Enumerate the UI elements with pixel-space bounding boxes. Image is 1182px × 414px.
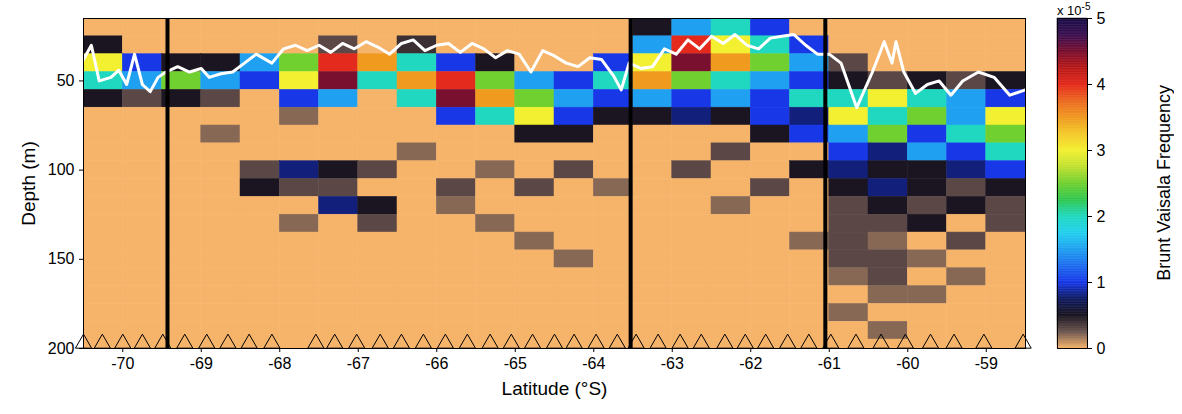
svg-text:5: 5 <box>1097 10 1106 27</box>
svg-text:-63: -63 <box>661 355 684 372</box>
svg-text:4: 4 <box>1097 76 1106 93</box>
svg-text:-64: -64 <box>582 355 605 372</box>
svg-text:2: 2 <box>1097 208 1106 225</box>
svg-text:100: 100 <box>48 161 75 178</box>
svg-text:-70: -70 <box>111 355 134 372</box>
svg-text:150: 150 <box>48 250 75 267</box>
svg-text:200: 200 <box>48 340 75 357</box>
svg-text:Depth (m): Depth (m) <box>18 141 39 225</box>
svg-text:-68: -68 <box>268 355 291 372</box>
svg-text:-69: -69 <box>190 355 213 372</box>
svg-text:-60: -60 <box>896 355 919 372</box>
svg-text:3: 3 <box>1097 142 1106 159</box>
svg-text:50: 50 <box>57 72 75 89</box>
svg-text:-66: -66 <box>425 355 448 372</box>
svg-text:Latitude (°S): Latitude (°S) <box>502 378 608 399</box>
svg-text:-62: -62 <box>739 355 762 372</box>
svg-text:0: 0 <box>1097 340 1106 357</box>
svg-text:-67: -67 <box>347 355 370 372</box>
svg-text:1: 1 <box>1097 274 1106 291</box>
svg-text:-61: -61 <box>818 355 841 372</box>
html-text:x 10-5: x 10-5 <box>1057 1 1091 19</box>
svg-text:-65: -65 <box>504 355 527 372</box>
html-text:Brunt Vaisala Frequency: Brunt Vaisala Frequency <box>1153 85 1174 281</box>
svg-text:-59: -59 <box>975 355 998 372</box>
